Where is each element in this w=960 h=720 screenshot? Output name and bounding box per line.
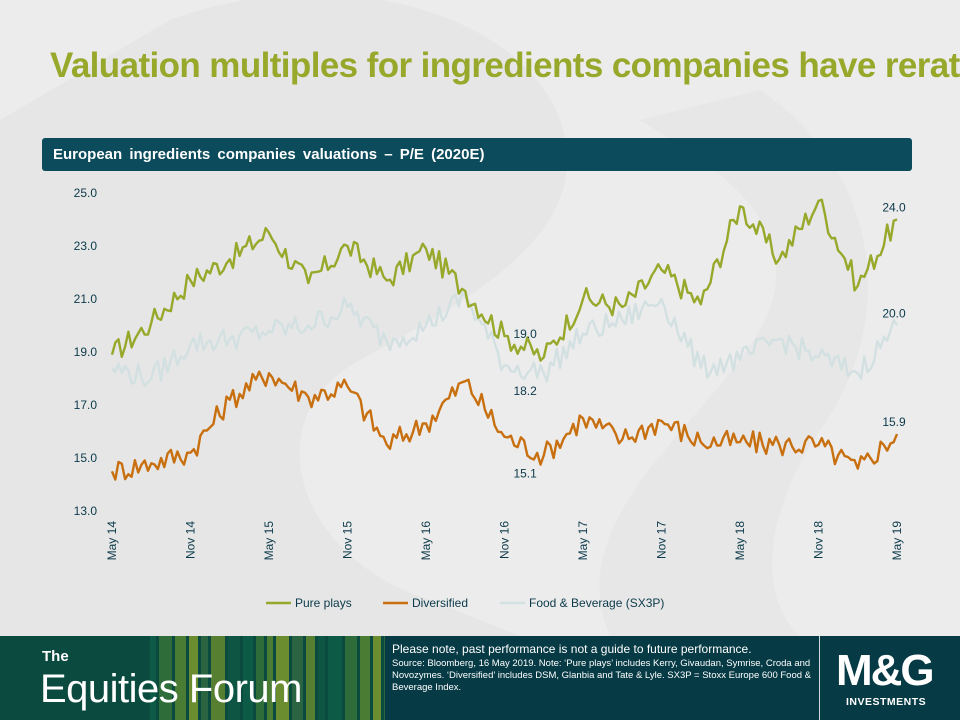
logo-stripe (175, 636, 186, 720)
disclaimer-source: Source: Bloomberg, 16 May 2019. Note: ‘P… (392, 658, 812, 693)
x-tick-label: May 15 (262, 521, 276, 561)
disclaimer: Please note, past performance is not a g… (392, 642, 814, 694)
logo-stripe (243, 636, 253, 720)
equities-forum-logo: The Equities Forum (0, 636, 385, 720)
series-line (110, 370, 899, 481)
logo-stripe (345, 636, 357, 720)
series-line (111, 291, 899, 388)
logo-stripe (373, 636, 381, 720)
x-tick-label: Nov 17 (655, 521, 669, 559)
data-label: 19.0 (513, 327, 537, 341)
logo-stripe (292, 636, 303, 720)
legend-label: Pure plays (295, 596, 352, 610)
logo-stripe (328, 636, 342, 720)
y-tick-label: 21.0 (74, 292, 98, 306)
chart-header: European ingredients companies valuation… (42, 138, 912, 171)
logo-stripe (159, 636, 172, 720)
logo-stripe (267, 636, 273, 720)
disclaimer-lead: Please note, past performance is not a g… (392, 642, 752, 656)
mg-logo: M&G (836, 646, 935, 695)
x-tick-label: Nov 16 (498, 521, 512, 559)
x-tick-label: May 19 (890, 521, 904, 561)
y-tick-label: 13.0 (74, 504, 98, 518)
x-tick-label: Nov 15 (341, 521, 355, 559)
y-tick-label: 15.0 (74, 451, 98, 465)
logo-stripe (189, 636, 198, 720)
data-label: 24.0 (882, 201, 906, 215)
logo-the-text: The (42, 648, 69, 665)
page-title: Valuation multiples for ingredients comp… (50, 46, 960, 85)
mg-logo-subtitle: INVESTMENTS (846, 696, 927, 708)
x-tick-label: Nov 18 (812, 521, 826, 559)
stripe-pattern (150, 636, 385, 720)
logo-stripe (256, 636, 264, 720)
logo-stripe (384, 636, 385, 720)
x-tick-label: May 16 (419, 521, 433, 561)
footer-divider (819, 636, 820, 720)
logo-stripe (228, 636, 240, 720)
logo-stripe (360, 636, 370, 720)
legend-label: Food & Beverage (SX3P) (529, 596, 664, 610)
series-line (110, 198, 898, 362)
logo-stripe (211, 636, 225, 720)
x-tick-label: May 14 (105, 521, 119, 561)
legend-label: Diversified (412, 596, 468, 610)
logo-brand-text: Equities Forum (40, 667, 302, 711)
logo-stripe (276, 636, 289, 720)
logo-stripe (306, 636, 315, 720)
data-label: 15.9 (882, 415, 906, 429)
logo-stripe (150, 636, 156, 720)
x-tick-label: Nov 14 (184, 521, 198, 559)
line-chart: 25.0 23.0 21.0 19.0 17.0 15.0 13.0 May 14 Nov 14… (74, 186, 906, 610)
data-label: 18.2 (513, 384, 537, 398)
footer: The Equities Forum Please note, past per… (0, 636, 960, 720)
data-label: 20.0 (882, 307, 906, 321)
y-tick-label: 23.0 (74, 239, 98, 253)
y-tick-label: 19.0 (74, 345, 98, 359)
y-tick-label: 17.0 (74, 398, 98, 412)
logo-stripe (201, 636, 208, 720)
logo-stripe (318, 636, 325, 720)
y-tick-label: 25.0 (74, 186, 98, 200)
data-label: 15.1 (513, 466, 537, 480)
x-tick-label: May 18 (733, 521, 747, 561)
x-tick-label: May 17 (576, 521, 590, 561)
